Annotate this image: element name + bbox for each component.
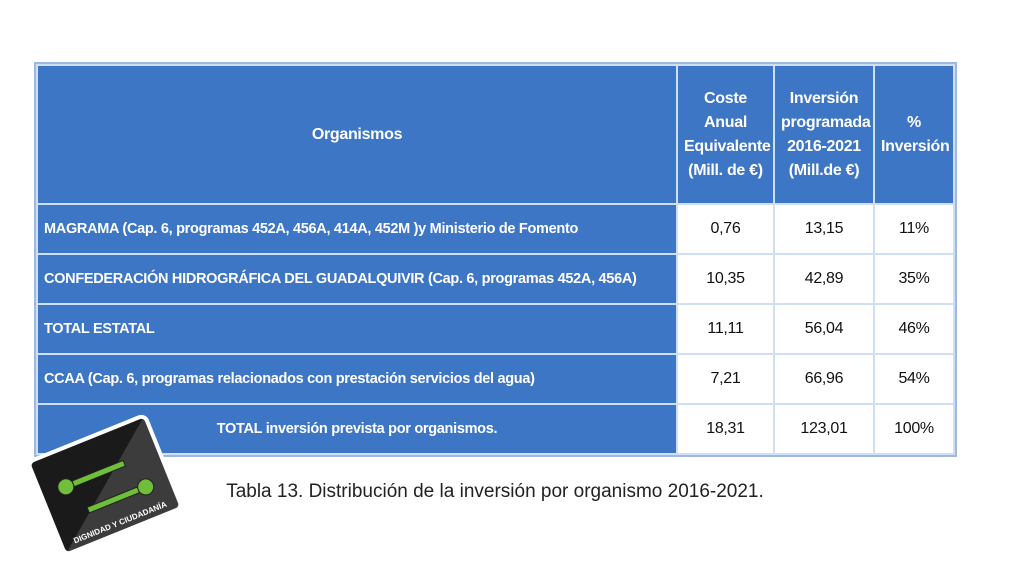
header-line: 2016-2021 (787, 137, 861, 155)
value-cell: 123,01 (773, 403, 875, 455)
caption: Tabla 13. Distribución de la inversión p… (226, 481, 764, 502)
header-cell: Inversión programada 2016-2021 (Mill.de €) (773, 64, 875, 205)
header-line: programada (781, 113, 871, 131)
header-line: Inversión (789, 89, 859, 107)
header-line: (Mill. de €) (688, 161, 763, 179)
organism-cell: CCAA (Cap. 6, programas relacionados con… (36, 353, 678, 405)
header-line: % (907, 113, 921, 131)
value-cell: 35% (873, 253, 955, 305)
header-line: Coste (704, 89, 747, 107)
header-cell: Coste Anual Equivalente (Mill. de €) (676, 64, 775, 205)
value-cell: 0,76 (676, 203, 775, 255)
value-cell: 13,15 (773, 203, 875, 255)
header-line: Equivalente (684, 137, 771, 155)
organism-cell: CONFEDERACIÓN HIDROGRÁFICA DEL GUADALQUI… (36, 253, 678, 305)
value-cell: 100% (873, 403, 955, 455)
table-body: MAGRAMA (Cap. 6, programas 452A, 456A, 4… (36, 203, 955, 455)
table-row: CONFEDERACIÓN HIDROGRÁFICA DEL GUADALQUI… (36, 253, 955, 305)
header-line: Inversión (881, 137, 950, 155)
value-cell: 66,96 (773, 353, 875, 405)
logo: DIGNIDAD Y CIUDADANÍA (27, 414, 183, 556)
table-row: MAGRAMA (Cap. 6, programas 452A, 456A, 4… (36, 203, 955, 255)
organism-cell: MAGRAMA (Cap. 6, programas 452A, 456A, 4… (36, 203, 678, 255)
header-line: (Mill.de €) (788, 161, 860, 179)
value-cell: 42,89 (773, 253, 875, 305)
value-cell: 46% (873, 303, 955, 355)
value-cell: 11,11 (676, 303, 775, 355)
value-cell: 7,21 (676, 353, 775, 405)
header-cell: % Inversión (873, 64, 955, 205)
organism-cell: TOTAL ESTATAL (36, 303, 678, 355)
data-table: Organismos Coste Anual Equivalente (Mill. de… (36, 64, 955, 455)
value-cell: 11% (873, 203, 955, 255)
header-row: Organismos Coste Anual Equivalente (Mill. de… (36, 64, 955, 205)
header-cell: Organismos (36, 64, 678, 205)
table-row: TOTAL ESTATAL 11,11 56,04 46% (36, 303, 955, 355)
value-cell: 54% (873, 353, 955, 405)
value-cell: 18,31 (676, 403, 775, 455)
header-line: Anual (704, 113, 747, 131)
value-cell: 56,04 (773, 303, 875, 355)
value-cell: 10,35 (676, 253, 775, 305)
table-row: CCAA (Cap. 6, programas relacionados con… (36, 353, 955, 405)
